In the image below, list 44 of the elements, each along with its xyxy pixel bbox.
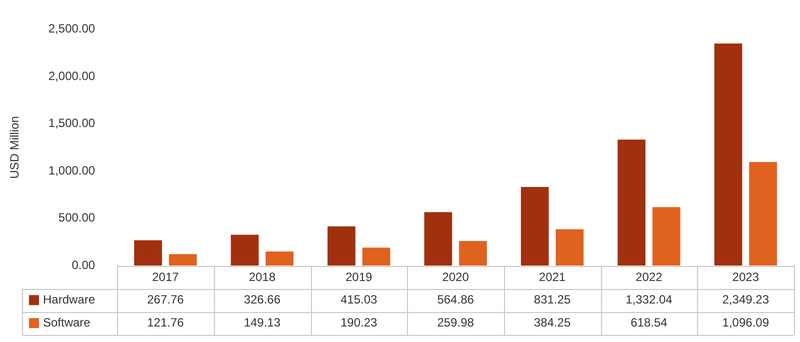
y-tick-label: 500.00 (58, 210, 96, 225)
bar (749, 162, 777, 266)
y-tick-label: 1,500.00 (48, 116, 96, 130)
data-label: 326.66 (244, 292, 281, 306)
data-label: 1,332.04 (626, 292, 673, 306)
data-label: 121.76 (147, 315, 184, 330)
data-label: 564.86 (437, 292, 474, 306)
bar (362, 248, 390, 266)
legend-label: Software (43, 315, 91, 330)
bar (168, 254, 197, 266)
data-label: 267.76 (147, 292, 184, 306)
data-label: 384.25 (534, 315, 571, 330)
data-label: 190.23 (340, 315, 378, 330)
x-tick-label: 2023 (732, 270, 760, 284)
bar (652, 207, 680, 266)
bar (618, 140, 646, 266)
data-label: 259.98 (437, 315, 474, 330)
x-tick-label: 2020 (442, 270, 470, 284)
x-tick-label: 2021 (538, 270, 566, 284)
bar (134, 240, 162, 266)
bar (328, 226, 356, 266)
x-tick-label: 2017 (152, 270, 180, 284)
y-tick-label: 0.00 (72, 258, 96, 272)
x-tick-label: 2022 (636, 270, 663, 284)
bar (266, 252, 294, 266)
y-axis-title: USD Million (8, 116, 22, 179)
x-tick-label: 2019 (346, 270, 373, 284)
data-label: 618.54 (630, 315, 668, 330)
data-label: 1,096.09 (722, 315, 770, 330)
bar (520, 186, 549, 266)
data-label: 831.25 (534, 292, 571, 306)
data-label: 149.13 (244, 315, 281, 330)
legend-label: Hardware (43, 292, 96, 306)
bar (459, 241, 487, 266)
y-tick-label: 2,000.00 (48, 68, 96, 83)
bar (424, 212, 452, 266)
bar (230, 234, 259, 266)
y-tick-label: 2,500.00 (48, 22, 96, 36)
bar (556, 229, 584, 266)
data-label: 2,349.23 (722, 292, 770, 306)
bar (714, 43, 742, 266)
y-tick-label: 1,000.00 (48, 163, 96, 178)
data-label: 415.03 (340, 292, 378, 306)
x-tick-label: 2018 (248, 270, 276, 284)
